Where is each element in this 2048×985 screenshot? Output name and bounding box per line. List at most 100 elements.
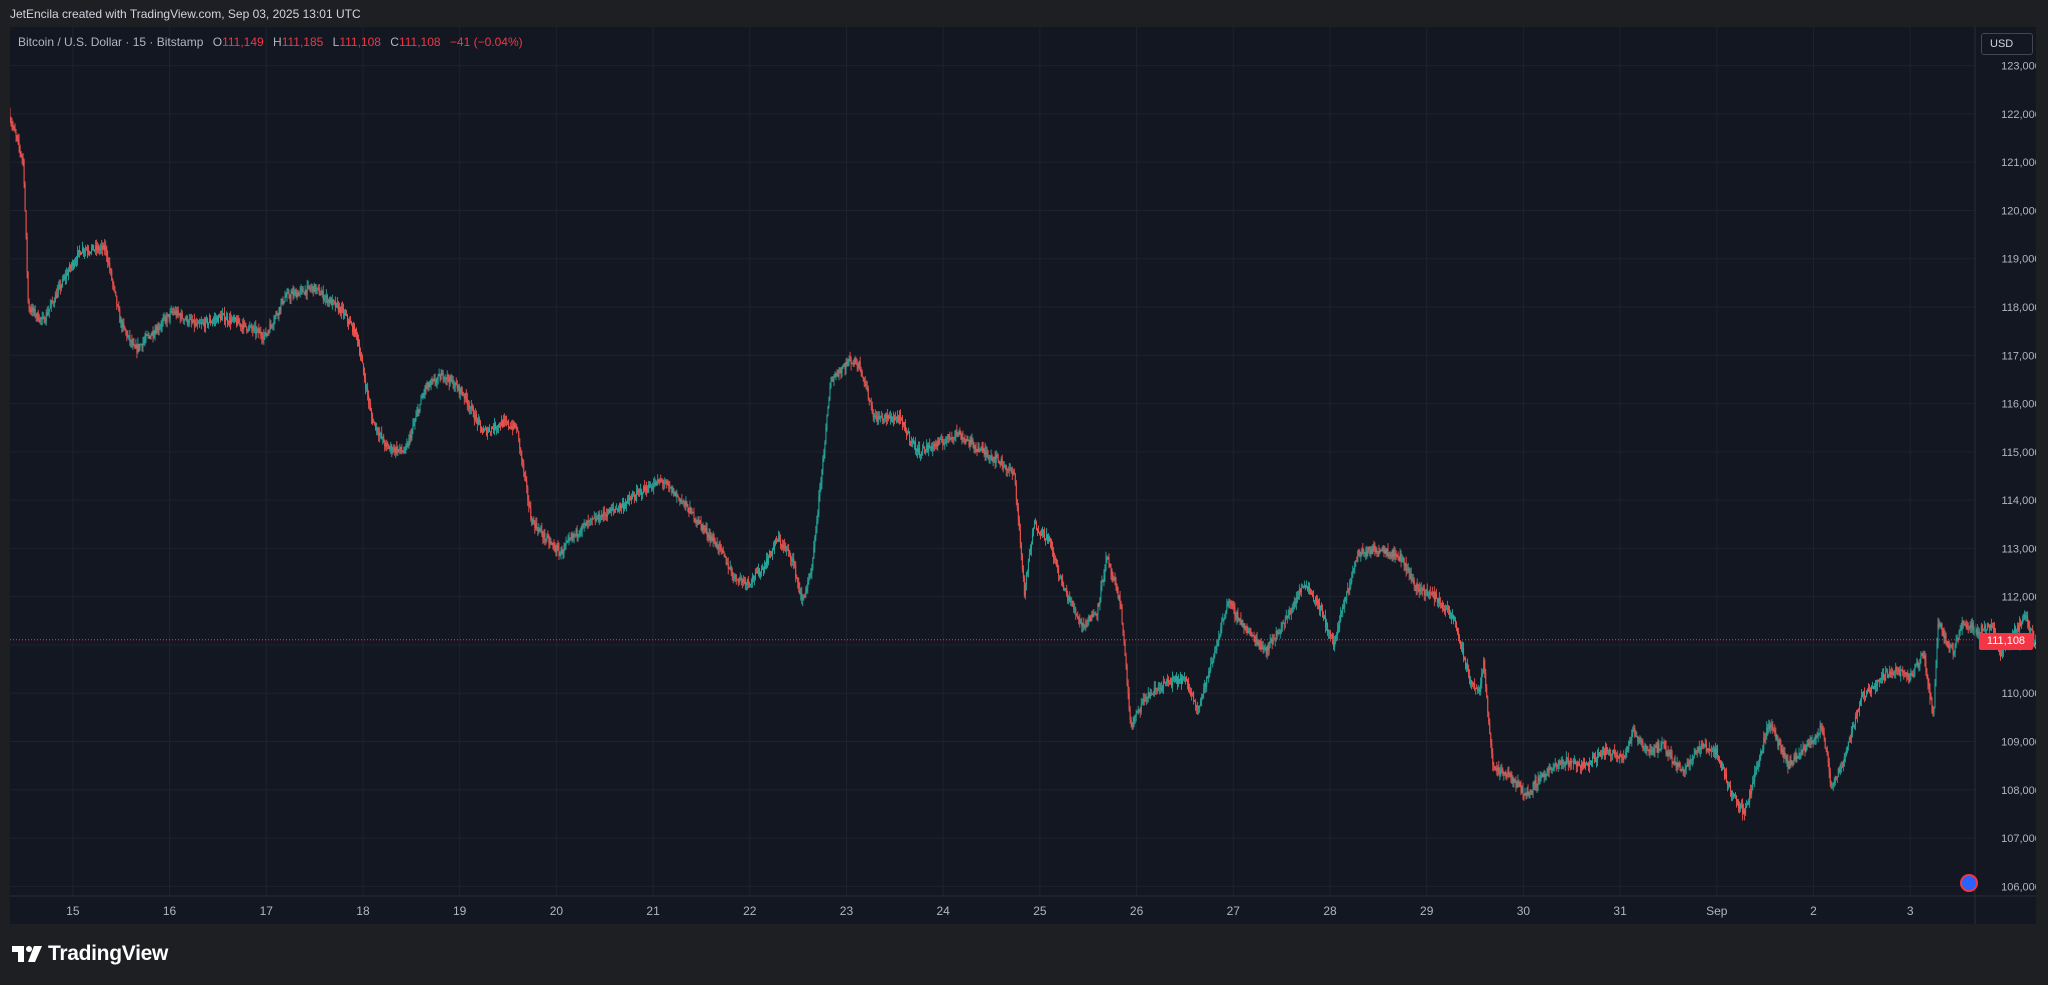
candle-body xyxy=(1917,661,1919,668)
candle-body xyxy=(414,420,416,424)
candle-body xyxy=(231,319,233,324)
candle-body xyxy=(1562,759,1564,764)
candle-body xyxy=(1515,782,1517,787)
candle-body xyxy=(777,540,779,541)
candle-body xyxy=(170,310,172,313)
candle-body xyxy=(1685,765,1687,770)
candle-body xyxy=(764,566,766,568)
candle-body xyxy=(87,249,89,252)
candle-body xyxy=(1260,644,1262,649)
candle-body xyxy=(230,317,232,324)
candle-body xyxy=(1807,744,1809,746)
candle-body xyxy=(1762,748,1764,753)
us-flag-icon[interactable] xyxy=(1960,874,1978,892)
candle-body xyxy=(1171,678,1173,687)
candle-body xyxy=(774,544,776,549)
candle-body xyxy=(1371,547,1373,554)
candle-body xyxy=(1828,762,1830,772)
candle-body xyxy=(48,308,50,312)
candle-body xyxy=(1404,562,1406,566)
candle-body xyxy=(682,501,684,503)
candle-body xyxy=(1023,577,1025,596)
candle-body xyxy=(1350,581,1352,586)
candle-body xyxy=(406,444,408,448)
candle-body xyxy=(893,417,895,420)
tradingview-logo[interactable]: TradingView xyxy=(12,942,168,966)
candle-body xyxy=(1544,773,1546,778)
candle-body xyxy=(1421,589,1423,591)
candle-body xyxy=(259,331,261,334)
candle-body xyxy=(1150,693,1152,695)
candle-body xyxy=(569,538,571,539)
candle-body xyxy=(161,321,163,327)
candle-body xyxy=(241,325,243,327)
candle-body xyxy=(1050,539,1052,542)
candle-body xyxy=(1445,608,1447,611)
candle-body xyxy=(317,287,319,289)
candle-body xyxy=(988,457,990,459)
candle-body xyxy=(1010,468,1012,472)
candle-body xyxy=(928,444,930,451)
candle-body xyxy=(836,374,838,376)
candle-body xyxy=(1219,635,1221,638)
candle-body xyxy=(1129,709,1131,720)
candle-body xyxy=(1101,580,1103,586)
candle-body xyxy=(1067,593,1069,601)
candlestick-chart[interactable]: 106,000107,000108,000109,000110,000111,0… xyxy=(10,27,2036,924)
candle-body xyxy=(316,287,318,289)
candle-body xyxy=(1345,598,1347,601)
candle-body xyxy=(1468,668,1470,676)
candle-body xyxy=(174,311,176,314)
candle-body xyxy=(741,579,743,583)
candle-body xyxy=(1865,691,1867,697)
candle-body xyxy=(1732,793,1734,795)
time-tick-label: 23 xyxy=(840,904,854,918)
candle-body xyxy=(428,382,430,387)
candle-body xyxy=(427,382,429,387)
candle-body xyxy=(554,545,556,551)
candle-body xyxy=(271,325,273,327)
currency-button[interactable]: USD xyxy=(1981,33,2033,55)
candle-body xyxy=(1960,628,1962,631)
candle-body xyxy=(1802,747,1804,753)
candle-body xyxy=(85,249,87,252)
candle-body xyxy=(1875,685,1877,688)
candle-body xyxy=(934,443,936,447)
candle-body xyxy=(1568,760,1570,766)
candle-body xyxy=(1085,621,1087,627)
time-axis[interactable]: 15 16 17 18 19 20 21 22 23 24 25 26 27 28 29 30 31 Sep 2 3 xyxy=(66,904,1914,918)
candle-body xyxy=(1668,753,1670,756)
candle-body xyxy=(281,298,283,304)
candle-body xyxy=(1077,615,1079,620)
candle-body xyxy=(467,405,469,406)
candle-body xyxy=(1546,768,1548,775)
candle-body xyxy=(1753,781,1755,783)
candle-body xyxy=(336,302,338,305)
candle-body xyxy=(594,517,596,522)
candle-body xyxy=(1599,752,1601,754)
candle-body xyxy=(1453,620,1455,621)
candle-body xyxy=(119,310,121,323)
candle-body xyxy=(1110,565,1112,574)
candle-body xyxy=(314,284,316,292)
candle-body xyxy=(438,374,440,376)
candle-body xyxy=(489,431,491,433)
candle-body xyxy=(1912,675,1914,677)
price-tick-label: 116,000 xyxy=(2002,399,2036,411)
candle-body xyxy=(712,537,714,541)
candle-body xyxy=(488,428,490,432)
candle-body xyxy=(63,276,65,280)
candle-body xyxy=(1661,742,1663,745)
candle-body xyxy=(595,517,597,522)
candle-body xyxy=(1456,623,1458,628)
candle-body xyxy=(1663,742,1665,747)
candle-body xyxy=(290,293,292,299)
candle-body xyxy=(503,419,505,427)
candle-body xyxy=(795,565,797,578)
candle-body xyxy=(1748,802,1750,804)
candle-body xyxy=(1884,677,1886,681)
candle-body xyxy=(195,323,197,326)
candle-body xyxy=(1538,776,1540,781)
candle-body xyxy=(1034,521,1036,524)
candle-body xyxy=(616,508,618,511)
